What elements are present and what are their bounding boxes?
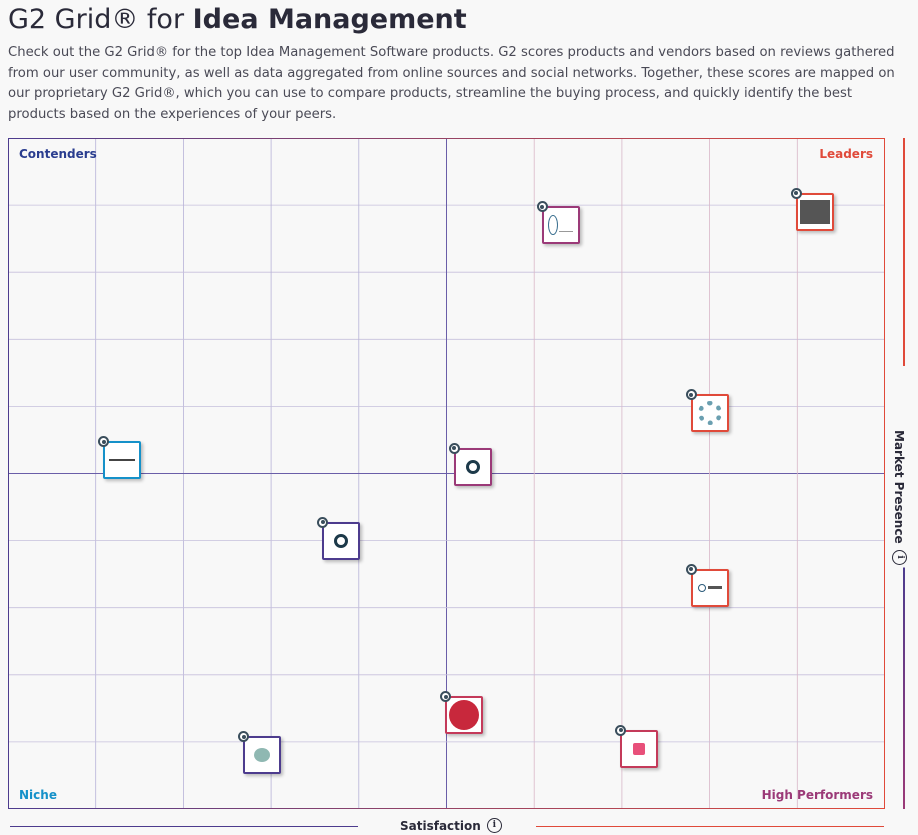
g2-grid: Contenders Leaders Niche High Performers… <box>8 138 885 809</box>
product-logo-4[interactable] <box>103 441 141 480</box>
product-logo-9[interactable] <box>620 729 659 768</box>
satisfaction-axis-label: Satisfaction i <box>400 818 502 833</box>
market-presence-label: Market Presence <box>892 430 907 544</box>
product-marker-dot[interactable] <box>790 187 802 199</box>
market-presence-axis-line <box>903 138 905 809</box>
quadrant-contenders-label: Contenders <box>19 147 97 161</box>
product-logo-3[interactable] <box>690 394 729 433</box>
product-logo-10[interactable] <box>243 736 282 775</box>
grid-lines <box>8 138 885 809</box>
quadrant-high-performers-label: High Performers <box>761 788 873 802</box>
product-logo-2[interactable]: Brightidea <box>795 192 834 231</box>
satisfaction-axis: Satisfaction i <box>0 818 918 835</box>
product-marker-dot[interactable] <box>448 442 460 454</box>
product-marker-dot[interactable] <box>615 724 627 736</box>
product-marker-dot[interactable] <box>98 436 109 448</box>
market-presence-axis-label: Market Presence i <box>892 430 907 565</box>
product-marker-dot[interactable] <box>317 516 329 528</box>
satisfaction-axis-line-right <box>536 826 884 827</box>
page-description: Check out the G2 Grid® for the top Idea … <box>8 45 895 122</box>
product-marker-dot[interactable] <box>238 731 250 743</box>
satisfaction-label: Satisfaction <box>400 818 481 833</box>
product-logo-6[interactable] <box>322 521 361 560</box>
info-icon[interactable]: i <box>486 818 502 833</box>
product-logo-1[interactable]: Planview Spigit <box>541 206 580 245</box>
quadrant-leaders-label: Leaders <box>819 147 873 161</box>
product-marker-dot[interactable] <box>685 389 697 401</box>
product-marker-dot[interactable] <box>685 563 697 575</box>
info-icon[interactable]: i <box>892 549 907 565</box>
product-logo-8[interactable]: sideways6 <box>445 696 484 735</box>
product-marker-dot[interactable] <box>440 691 452 703</box>
satisfaction-axis-line-left <box>10 826 358 827</box>
product-logo-7[interactable]: rever <box>690 568 729 607</box>
product-logo-5[interactable] <box>453 447 492 486</box>
product-marker-dot[interactable] <box>536 201 548 213</box>
quadrant-niche-label: Niche <box>19 788 57 802</box>
page-title: G2 Grid® for Idea Management <box>8 4 467 35</box>
